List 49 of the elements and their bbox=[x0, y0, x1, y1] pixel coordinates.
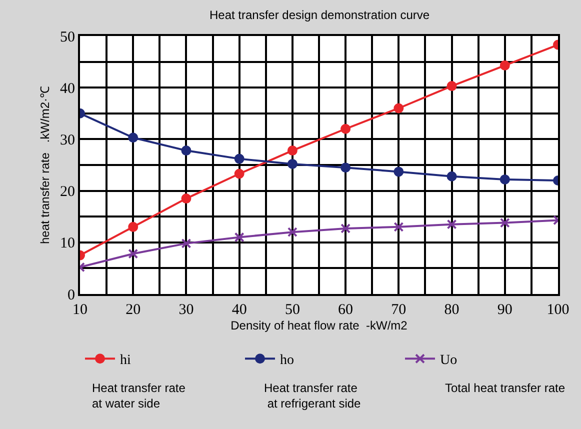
legend-label: Uo bbox=[440, 353, 458, 368]
legend-label: hi bbox=[120, 353, 131, 368]
x-tick-label: 100 bbox=[546, 302, 570, 318]
point bbox=[234, 168, 244, 179]
legend-label: ho bbox=[280, 353, 294, 368]
x-tick-label: 10 bbox=[72, 302, 88, 318]
x-tick-label: 80 bbox=[444, 302, 460, 318]
point bbox=[394, 103, 404, 114]
point bbox=[181, 146, 192, 156]
point bbox=[287, 227, 298, 238]
chart-title: Heat transfer design demonstration curve bbox=[209, 8, 430, 22]
y-tick-label: 50 bbox=[60, 29, 75, 46]
x-tick-label: 30 bbox=[178, 302, 194, 318]
x-tick-label: 90 bbox=[497, 302, 512, 318]
x-tick-label: 40 bbox=[232, 302, 247, 318]
y-tick-label: 40 bbox=[60, 80, 75, 97]
point bbox=[500, 174, 510, 184]
point bbox=[394, 166, 404, 177]
point bbox=[181, 238, 192, 248]
text: Heat transfer rate at refrigerant side bbox=[264, 381, 362, 411]
point bbox=[446, 81, 457, 92]
point bbox=[394, 222, 404, 232]
point bbox=[128, 222, 138, 232]
y-tick-label: 30 bbox=[60, 132, 75, 148]
point bbox=[446, 219, 457, 230]
x-tick-label: 70 bbox=[391, 302, 406, 318]
y-tick-label: 20 bbox=[60, 184, 75, 200]
point bbox=[287, 158, 298, 169]
point bbox=[287, 146, 298, 156]
text: Heat transfer rate at water side bbox=[92, 381, 186, 411]
point bbox=[500, 218, 510, 228]
point bbox=[340, 223, 351, 234]
y-tick-label: 0 bbox=[68, 287, 75, 304]
point bbox=[128, 248, 138, 259]
text: Total heat transfer rate bbox=[445, 381, 566, 395]
x-axis-title: Density of heat flow rate -kW/m2 bbox=[230, 318, 408, 332]
point bbox=[128, 132, 138, 143]
point bbox=[234, 232, 244, 242]
y-axis-title: heat transfer rate .kW/m2·℃ bbox=[38, 86, 52, 244]
point bbox=[340, 162, 351, 173]
point bbox=[340, 124, 351, 134]
x-tick-label: 50 bbox=[284, 302, 300, 318]
point bbox=[181, 194, 192, 204]
point bbox=[234, 154, 244, 164]
y-tick-label: 10 bbox=[60, 236, 75, 252]
x-tick-label: 60 bbox=[338, 302, 354, 318]
point bbox=[446, 171, 457, 182]
point bbox=[500, 60, 510, 70]
x-tick-label: 20 bbox=[126, 302, 141, 318]
